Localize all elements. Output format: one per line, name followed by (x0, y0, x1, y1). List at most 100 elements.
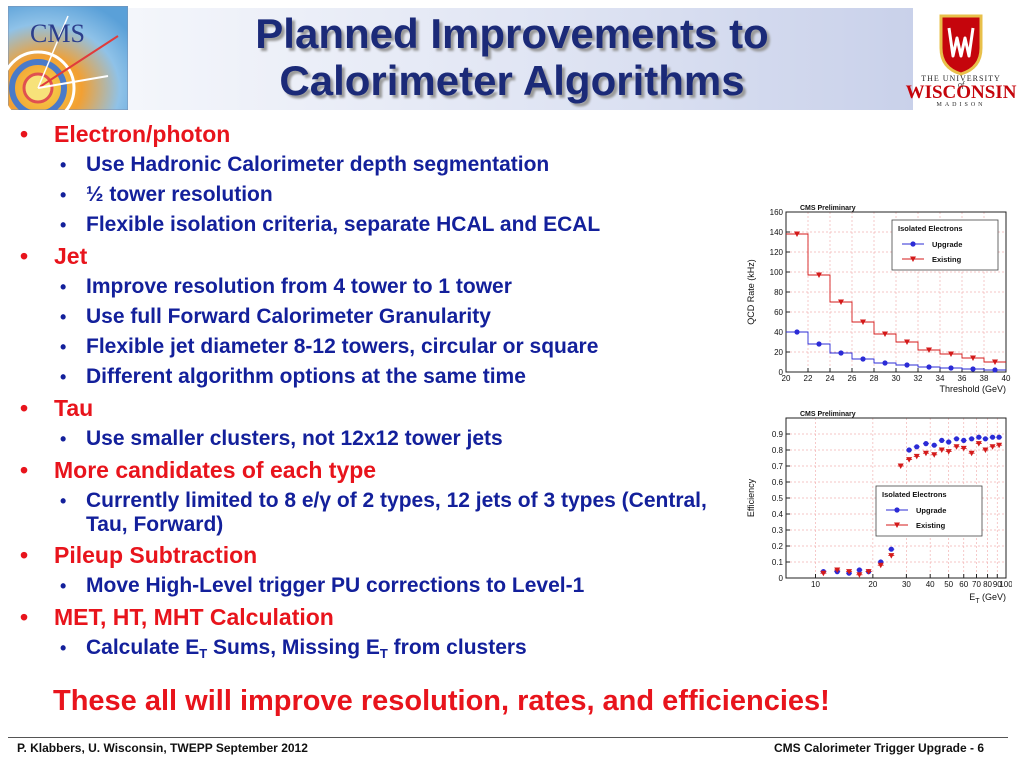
y-tick-label: 0.6 (772, 478, 784, 487)
title-line-2: Calorimeter Algorithms (279, 57, 745, 104)
data-point (882, 331, 888, 337)
data-point (913, 453, 920, 460)
data-point (856, 567, 863, 573)
y-tick-label: 20 (774, 348, 783, 357)
data-point (914, 444, 920, 450)
data-point (931, 442, 937, 448)
y-tick-label: 0.1 (772, 558, 784, 567)
bullet-electron-photon: Electron/photon (20, 118, 760, 150)
uw-of: of (957, 80, 965, 89)
data-point (961, 437, 967, 443)
data-point (860, 319, 866, 325)
y-tick-label: 0.4 (772, 510, 784, 519)
sub-bullet: Flexible isolation criteria, separate HC… (20, 210, 760, 240)
data-point (904, 339, 910, 345)
data-point (882, 360, 888, 366)
y-axis-label: Efficiency (746, 478, 756, 517)
x-tick-label: 34 (936, 374, 945, 383)
data-point (816, 341, 822, 347)
y-tick-label: 0 (779, 368, 784, 377)
x-tick-label: 28 (870, 374, 879, 383)
y-tick-label: 0.7 (772, 462, 784, 471)
efficiency-chart: 10 20 30 40 50 60 70 80 90 100 0 0.1 0.2 0.3 0.4 0.5 0.6… (740, 410, 1012, 606)
data-point (834, 567, 841, 573)
data-point (976, 434, 982, 440)
y-axis-label: QCD Rate (kHz) (746, 259, 756, 325)
data-point (970, 355, 976, 361)
footer-left: P. Klabbers, U. Wisconsin, TWEPP Septemb… (17, 741, 308, 755)
sub-bullet: Move High-Level trigger PU corrections t… (20, 571, 760, 601)
rate-chart: 20 22 24 26 28 30 32 34 36 38 40 0 20 40 60 80 100 120 140… (740, 204, 1012, 400)
title-line-1: Planned Improvements to (255, 10, 769, 57)
y-tick-label: 0.2 (772, 542, 784, 551)
bullet-tau: Tau (20, 392, 760, 424)
data-point (906, 457, 913, 463)
data-point (906, 447, 912, 453)
data-point (794, 231, 800, 237)
data-point (969, 436, 975, 442)
data-point (960, 445, 967, 452)
x-tick-label: 22 (804, 374, 813, 383)
series-step-line (786, 331, 1006, 371)
data-point (865, 569, 872, 575)
data-point (996, 442, 1003, 449)
x-tick-label: 36 (958, 374, 967, 383)
data-point (931, 452, 938, 458)
data-point (922, 450, 929, 457)
data-point (948, 351, 954, 357)
data-point (820, 570, 827, 577)
x-axis-label: ET (GeV) (969, 592, 1006, 605)
x-tick-label: 20 (782, 374, 791, 383)
data-point (975, 441, 982, 447)
y-tick-label: 160 (770, 208, 784, 217)
legend-title: Isolated Electrons (898, 224, 963, 233)
x-axis-label: Threshold (GeV) (939, 384, 1006, 394)
x-tick-label: 100 (999, 580, 1012, 589)
bullet-jet: Jet (20, 240, 760, 272)
y-tick-label: 0.8 (772, 446, 784, 455)
x-tick-label: 40 (926, 580, 935, 589)
data-point (953, 436, 960, 442)
uw-line-1: THE UNIVERSITY (921, 74, 1001, 83)
sub-bullet: ½ tower resolution (20, 180, 760, 210)
uw-line-2: WISCONSIN (905, 82, 1017, 103)
sub-bullet: Use Hadronic Calorimeter depth segmentat… (20, 150, 760, 180)
legend-label: Existing (932, 255, 962, 264)
sub-bullet: Use full Forward Calorimeter Granularity (20, 302, 760, 332)
legend-box (891, 219, 999, 271)
y-tick-label: 100 (770, 268, 784, 277)
y-tick-label: 0.9 (772, 430, 784, 439)
data-point (992, 367, 998, 373)
data-point (888, 553, 895, 559)
data-point (838, 350, 844, 356)
data-point (926, 364, 932, 370)
x-tick-label: 30 (892, 374, 901, 383)
data-point (888, 546, 894, 552)
y-tick-label: 0 (779, 574, 784, 583)
data-point (939, 437, 945, 443)
x-tick-label: 26 (848, 374, 857, 383)
data-point (877, 562, 884, 569)
sub-bullet: Flexible jet diameter 8-12 towers, circu… (20, 332, 760, 362)
uw-crest-logo (905, 12, 1017, 108)
data-point (989, 434, 996, 440)
conclusion-text: These all will improve resolution, rates… (53, 685, 830, 717)
y-tick-label: 60 (774, 308, 783, 317)
y-tick-label: 0.3 (772, 526, 784, 535)
data-point (970, 366, 976, 372)
legend-marker (894, 522, 900, 528)
sub-bullet: Different algorithm options at the same … (20, 362, 760, 392)
data-point (968, 450, 975, 457)
data-point (816, 272, 822, 278)
bullet-met-ht-mht: MET, HT, MHT Calculation (20, 601, 760, 633)
sub-bullet-et-sums: Calculate ET Sums, Missing ET from clust… (20, 633, 760, 669)
legend-label: Upgrade (916, 506, 946, 515)
x-tick-label: 80 (983, 580, 992, 589)
y-tick-label: 120 (770, 248, 784, 257)
sub-bullet: Currently limited to 8 e/γ of 2 types, 1… (20, 486, 726, 539)
chart-title: CMS Preliminary (800, 411, 856, 418)
data-point (948, 365, 954, 371)
data-point (846, 569, 853, 575)
data-point (794, 329, 800, 335)
data-point (926, 347, 932, 353)
